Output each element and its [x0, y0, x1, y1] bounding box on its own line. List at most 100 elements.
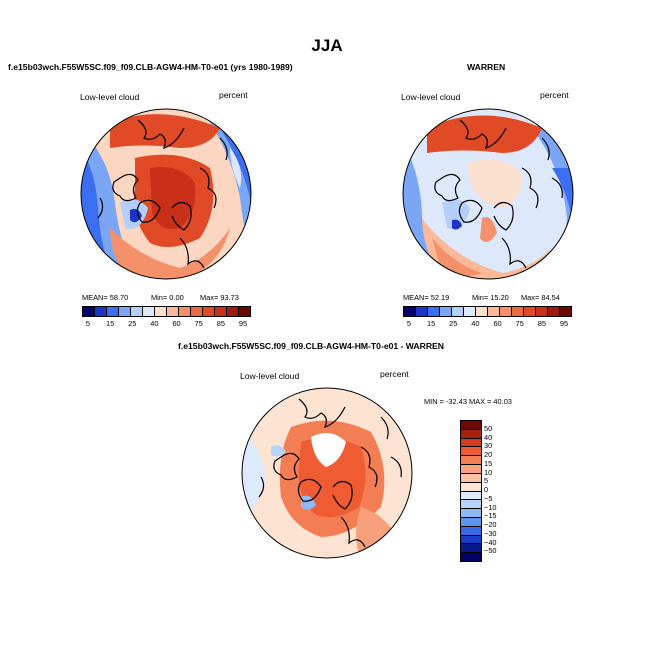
colorbar-swatch: [227, 307, 239, 316]
left-units-label: percent: [219, 90, 248, 100]
left-mean-value: 58.70: [109, 293, 129, 302]
colorbar-tick-label: 15: [426, 319, 436, 328]
colorbar-swatch: [461, 482, 481, 492]
colorbar-tick-label: 15: [484, 458, 493, 468]
colorbar-swatch: [461, 429, 481, 439]
colorbar-tick-label: −20: [484, 520, 497, 529]
colorbar-swatch: [461, 456, 481, 466]
right-panel-subtitle: WARREN: [467, 62, 506, 72]
colorbar-swatch: [461, 553, 481, 561]
colorbar-tick-label: 5: [406, 319, 412, 328]
colorbar-swatch: [461, 517, 481, 527]
right-polar-map: [402, 108, 574, 280]
colorbar-tick-label: −5: [484, 493, 493, 503]
colorbar-swatch: [461, 438, 481, 448]
colorbar-swatch: [191, 307, 203, 316]
colorbar-tick-label: 60: [172, 319, 181, 328]
colorbar-tick-label: 25: [128, 319, 137, 328]
colorbar-swatch: [107, 307, 119, 316]
colorbar-swatch: [461, 500, 481, 510]
colorbar-tick-label: 75: [515, 319, 524, 328]
colorbar-tick-label: 50: [484, 423, 493, 433]
colorbar-swatch: [131, 307, 143, 316]
colorbar-swatch: [461, 473, 481, 483]
colorbar-swatch: [239, 307, 250, 316]
colorbar-swatch: [404, 307, 416, 316]
right-units-label: percent: [540, 90, 569, 100]
colorbar-swatch: [464, 307, 476, 316]
colorbar-swatch: [203, 307, 215, 316]
diff-variable-label: Low-level cloud: [240, 371, 300, 381]
left-panel-subtitle: f.e15b03wch.F55W5SC.f09_f09.CLB-AGW4-HM-…: [8, 62, 293, 72]
colorbar-tick-label: 95: [238, 319, 248, 328]
left-colorbar-ticks: 5 15 25 40 60 75 85 95: [82, 319, 249, 329]
left-colorbar: [82, 306, 251, 317]
colorbar-swatch: [461, 509, 481, 518]
colorbar-tick-label: −10: [484, 502, 497, 512]
colorbar-swatch: [155, 307, 167, 316]
colorbar-tick-label: 40: [471, 319, 480, 328]
colorbar-swatch: [461, 465, 481, 474]
colorbar-tick-label: 85: [537, 319, 546, 328]
diff-colorbar: [460, 420, 482, 562]
colorbar-tick-label: 10: [484, 467, 493, 477]
diff-minmax: MIN = -32.43 MAX = 40.03: [424, 397, 512, 406]
colorbar-tick-label: 85: [216, 319, 225, 328]
diff-polar-map: [241, 387, 413, 559]
colorbar-swatch: [476, 307, 488, 316]
colorbar-swatch: [119, 307, 131, 316]
colorbar-swatch: [461, 544, 481, 554]
left-max-value: 93.73: [220, 293, 239, 302]
colorbar-swatch: [179, 307, 191, 316]
colorbar-tick-label: 30: [484, 441, 493, 451]
colorbar-swatch: [536, 307, 548, 316]
colorbar-swatch: [428, 307, 440, 316]
colorbar-swatch: [512, 307, 524, 316]
colorbar-swatch: [461, 421, 481, 430]
right-max-label: Max=: [521, 293, 540, 302]
colorbar-swatch: [500, 307, 512, 316]
colorbar-tick-label: 95: [559, 319, 569, 328]
colorbar-swatch: [167, 307, 179, 316]
colorbar-tick-label: 60: [493, 319, 502, 328]
colorbar-tick-label: 75: [194, 319, 203, 328]
colorbar-swatch: [440, 307, 452, 316]
colorbar-swatch: [215, 307, 227, 316]
colorbar-tick-label: 0: [484, 485, 489, 494]
colorbar-tick-label: 5: [85, 319, 91, 328]
right-min-value: 15.20: [490, 293, 509, 302]
left-min-value: 0.00: [169, 293, 184, 302]
right-mean-label: MEAN=: [403, 293, 429, 302]
right-mean-value: 52.19: [430, 293, 450, 302]
colorbar-swatch: [461, 526, 481, 536]
diff-panel-subtitle: f.e15b03wch.F55W5SC.f09_f09.CLB-AGW4-HM-…: [178, 341, 444, 351]
right-colorbar-ticks: 5 15 25 40 60 75 85 95: [403, 319, 570, 329]
colorbar-tick-label: 5: [484, 476, 489, 486]
colorbar-swatch: [461, 535, 481, 545]
right-max-value: 84.54: [541, 293, 560, 302]
colorbar-swatch: [416, 307, 428, 316]
left-mean-label: MEAN=: [82, 293, 108, 302]
colorbar-swatch: [143, 307, 155, 316]
colorbar-swatch: [83, 307, 95, 316]
colorbar-tick-label: −50: [484, 546, 497, 556]
colorbar-swatch: [452, 307, 464, 316]
colorbar-tick-label: −30: [484, 528, 497, 538]
colorbar-swatch: [95, 307, 107, 316]
right-variable-label: Low-level cloud: [401, 92, 461, 102]
colorbar-swatch: [560, 307, 571, 316]
left-polar-map: [80, 108, 252, 280]
colorbar-swatch: [461, 447, 481, 457]
colorbar-swatch: [461, 491, 481, 501]
diff-colorbar-ticks: 50 40 30 20 15 10 5 0 −5 −10 −15 −20 −30 −40 −50: [484, 420, 524, 560]
left-variable-label: Low-level cloud: [80, 92, 140, 102]
colorbar-tick-label: 15: [105, 319, 115, 328]
colorbar-swatch: [548, 307, 560, 316]
diff-units-label: percent: [380, 369, 409, 379]
left-max-label: Max=: [200, 293, 219, 302]
colorbar-swatch: [524, 307, 536, 316]
colorbar-tick-label: 40: [150, 319, 159, 328]
page-title: JJA: [311, 36, 343, 55]
colorbar-tick-label: −15: [484, 511, 497, 521]
left-min-label: Min=: [151, 293, 168, 302]
